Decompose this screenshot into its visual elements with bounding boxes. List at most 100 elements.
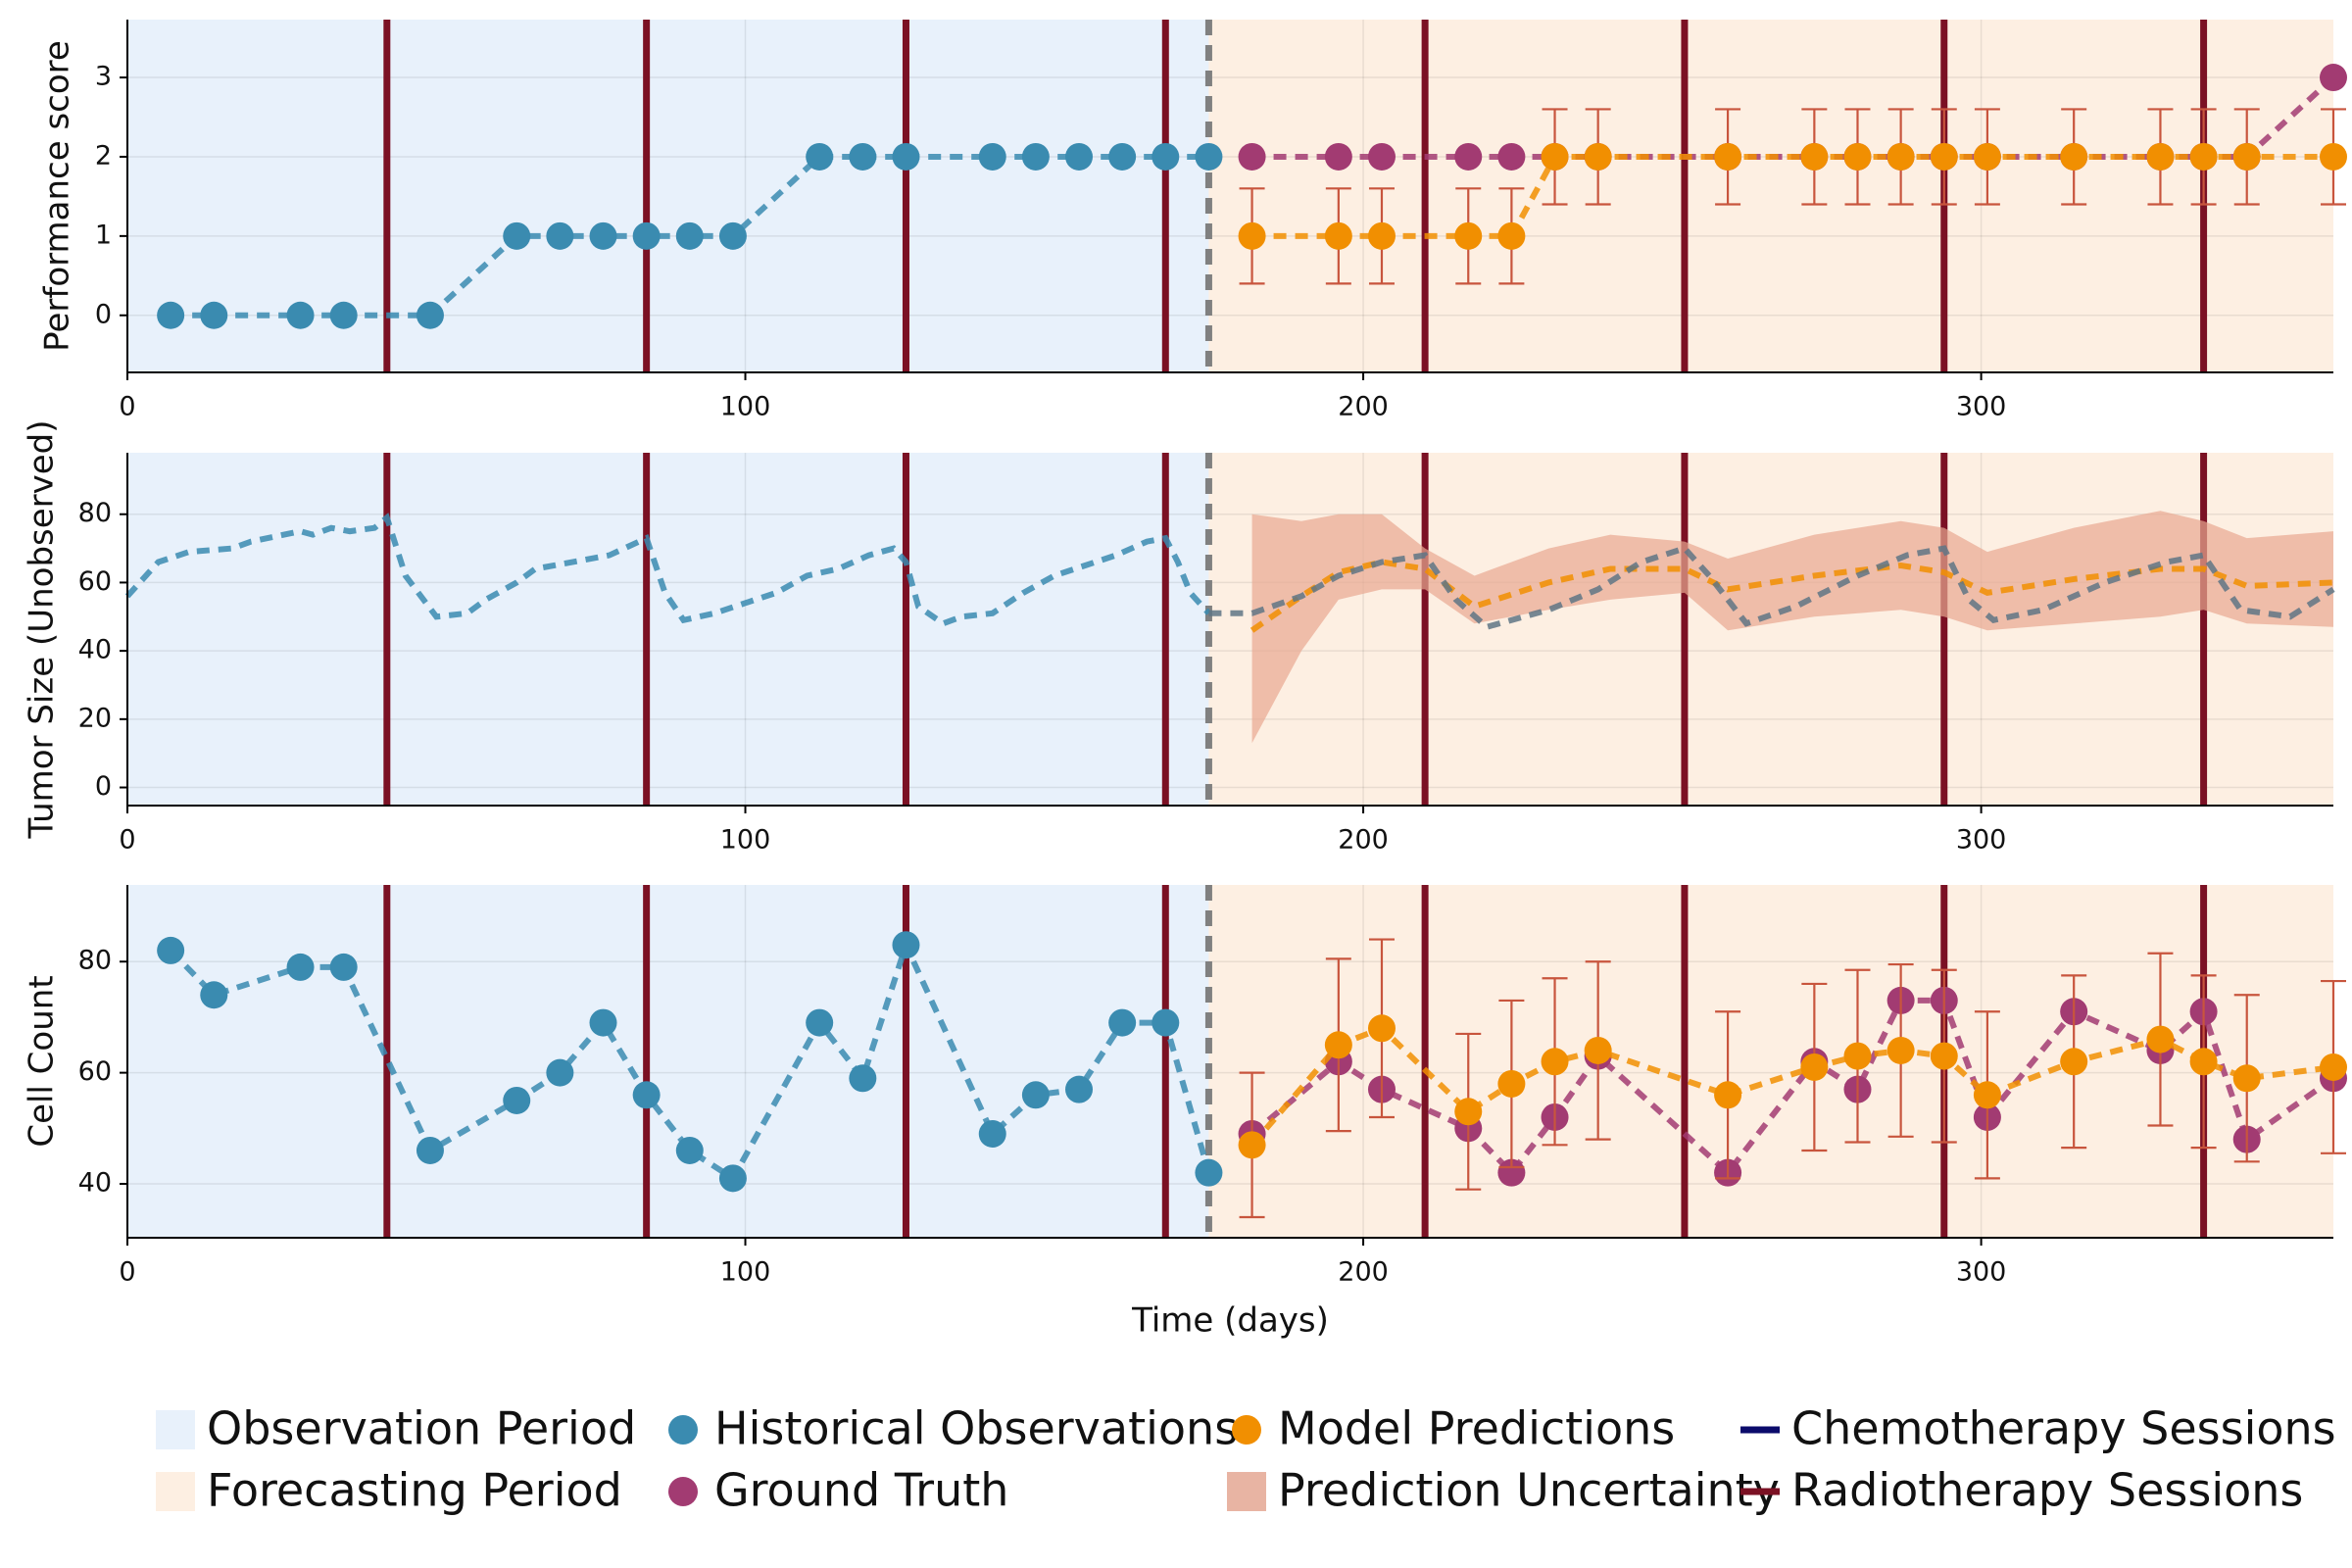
legend-swatch: [1227, 1472, 1266, 1511]
y-tick-label: 80: [78, 498, 112, 528]
data-point: [329, 953, 358, 981]
data-point: [1541, 1048, 1569, 1076]
legend-label: Ground Truth: [714, 1464, 1008, 1517]
data-point: [157, 936, 185, 964]
period-background: [1208, 453, 2333, 806]
data-point: [1152, 1008, 1180, 1037]
data-point: [2146, 1025, 2175, 1054]
period-background: [1208, 20, 2333, 372]
data-point: [546, 1058, 574, 1087]
period-background: [1208, 885, 2333, 1238]
data-point: [1497, 1069, 1526, 1098]
x-tick-label: 300: [1956, 825, 2007, 856]
data-point: [675, 221, 704, 250]
data-point: [200, 981, 228, 1009]
series-line: [124, 513, 1211, 627]
legend-label: Model Predictions: [1278, 1402, 1675, 1455]
data-point: [2320, 64, 2347, 92]
data-point: [806, 142, 834, 171]
data-point: [1108, 142, 1137, 171]
data-point: [632, 221, 661, 250]
data-point: [718, 1164, 747, 1193]
data-point: [1973, 1081, 2001, 1109]
x-tick-label: 300: [1956, 1257, 2007, 1288]
data-point: [2320, 142, 2347, 171]
data-point: [286, 953, 315, 981]
data-point: [1800, 142, 1829, 171]
data-point: [1930, 1042, 1958, 1070]
data-point: [632, 1081, 661, 1109]
x-tick-label: 0: [119, 392, 135, 422]
legend-label: Prediction Uncertainty: [1278, 1464, 1780, 1517]
data-point: [2189, 142, 2218, 171]
data-point: [1108, 1008, 1137, 1037]
data-point: [1541, 142, 1569, 171]
y-tick-label: 60: [78, 1056, 112, 1087]
legend-label: Radiotherapy Sessions: [1791, 1464, 2303, 1517]
y-tick-label: 60: [78, 566, 112, 597]
data-point: [892, 931, 920, 959]
y-tick-label: 40: [78, 635, 112, 665]
legend-swatch: [668, 1477, 698, 1506]
data-point: [1065, 142, 1094, 171]
data-point: [675, 1136, 704, 1164]
x-tick-label: 200: [1338, 392, 1389, 422]
x-tick-label: 100: [720, 825, 771, 856]
data-point: [1021, 1081, 1050, 1109]
data-point: [978, 1119, 1006, 1148]
data-point: [1454, 221, 1483, 250]
data-point: [1886, 142, 1915, 171]
data-point: [1021, 142, 1050, 171]
data-point: [1800, 1053, 1829, 1081]
data-point: [416, 301, 444, 329]
data-point: [1930, 142, 1958, 171]
data-point: [1584, 1036, 1612, 1064]
data-point: [1238, 1131, 1266, 1159]
data-point: [1497, 1158, 1526, 1187]
x-tick-label: 100: [720, 392, 771, 422]
x-tick-label: 200: [1338, 825, 1389, 856]
data-point: [978, 142, 1006, 171]
data-point: [1065, 1075, 1094, 1103]
series-line: [1208, 545, 2335, 631]
x-tick-label: 0: [119, 1257, 135, 1288]
data-point: [1324, 221, 1352, 250]
x-tick-label: 100: [720, 1257, 771, 1288]
data-point: [200, 301, 228, 329]
data-point: [286, 301, 315, 329]
y-axis-label: Tumor Size (Unobserved): [23, 419, 62, 839]
x-axis-label: Time (days): [1131, 1301, 1329, 1341]
data-point: [2189, 1048, 2218, 1076]
legend-label: Forecasting Period: [207, 1464, 622, 1517]
data-point: [1714, 142, 1742, 171]
legend-swatch: [668, 1415, 698, 1445]
data-point: [503, 1086, 531, 1114]
legend-label: Chemotherapy Sessions: [1791, 1402, 2336, 1455]
y-axis-label: Performance score: [38, 40, 77, 352]
data-point: [1973, 142, 2001, 171]
data-point: [503, 221, 531, 250]
y-tick-label: 3: [95, 62, 112, 92]
data-point: [1886, 1036, 1915, 1064]
data-point: [1324, 142, 1352, 171]
data-point: [2232, 1064, 2261, 1093]
series-line: [1250, 559, 2334, 633]
data-point: [546, 221, 574, 250]
data-point: [806, 1008, 834, 1037]
data-point: [416, 1136, 444, 1164]
uncertainty-band: [1251, 511, 2333, 744]
data-point: [329, 301, 358, 329]
data-point: [2320, 1053, 2347, 1081]
data-point: [589, 1008, 617, 1037]
x-tick-label: 200: [1338, 1257, 1389, 1288]
data-point: [1367, 221, 1396, 250]
data-point: [1195, 142, 1223, 171]
data-point: [1152, 142, 1180, 171]
data-point: [1238, 221, 1266, 250]
legend-swatch: [156, 1410, 195, 1449]
y-tick-label: 80: [78, 946, 112, 976]
data-point: [892, 142, 920, 171]
data-point: [1714, 1081, 1742, 1109]
y-tick-label: 20: [78, 703, 112, 733]
